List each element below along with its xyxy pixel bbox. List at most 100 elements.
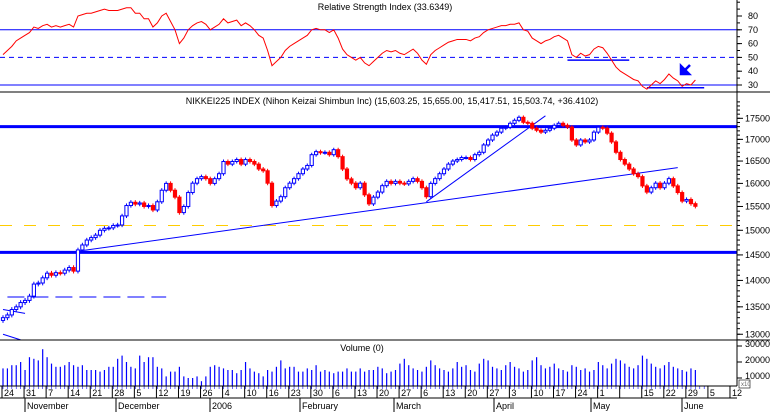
- candle-up: [477, 151, 482, 156]
- rsi-tick-label: 80: [748, 11, 758, 21]
- candle-down: [142, 202, 147, 207]
- volume-tick-label: 10000: [745, 371, 770, 381]
- candle-up: [331, 149, 336, 156]
- candle-up: [22, 299, 28, 304]
- candle-up: [221, 160, 226, 175]
- week-label: 13: [445, 388, 455, 398]
- week-label: 19: [180, 388, 190, 398]
- trendline: [426, 115, 546, 203]
- candle-down: [397, 180, 402, 184]
- candle-up: [53, 272, 59, 276]
- candle-up: [322, 151, 328, 154]
- candle-up: [155, 201, 160, 211]
- candle-up: [486, 139, 491, 146]
- month-label: November: [27, 401, 69, 411]
- candle-up: [428, 182, 433, 198]
- volume-title: Volume (0): [340, 343, 384, 353]
- candle-down: [521, 116, 526, 123]
- rsi-tick-label: 60: [748, 39, 758, 49]
- candle-down: [644, 185, 649, 193]
- candle-down: [569, 126, 574, 141]
- x-axis: 24 31 7 14 21 28 5 12 19 26 4 10 16 23 30 6 13 20 27 6 13 20 2…: [0, 386, 742, 412]
- candle-up: [547, 127, 552, 131]
- candle-down: [538, 129, 544, 133]
- candle-up: [653, 182, 658, 189]
- candle-down: [71, 267, 76, 272]
- week-label: 10: [533, 388, 543, 398]
- candle-up: [93, 234, 98, 239]
- price-tick-label: 14000: [745, 275, 770, 285]
- candle-up: [27, 295, 32, 301]
- candle-up: [80, 244, 85, 251]
- week-label: 27: [489, 388, 499, 398]
- candle-up: [115, 224, 120, 227]
- candle-down: [252, 160, 257, 165]
- candle-up: [102, 227, 107, 231]
- week-label: 13: [357, 388, 367, 398]
- candle-up: [649, 187, 654, 193]
- week-label: 28: [114, 388, 124, 398]
- candle-down: [605, 127, 610, 134]
- candle-up: [111, 224, 116, 229]
- candle-down: [203, 176, 208, 180]
- week-label: 17: [556, 388, 566, 398]
- candle-down: [239, 159, 244, 165]
- price-tick-label: 16500: [745, 156, 770, 166]
- trendline: [2, 333, 21, 341]
- volume-tick-label: 20000: [745, 355, 770, 365]
- rsi-line: [2, 7, 696, 90]
- candle-down: [177, 196, 182, 214]
- candle-down: [265, 170, 270, 184]
- candle-up: [375, 191, 380, 198]
- price-tick-label: 15000: [745, 225, 770, 235]
- candle-up: [441, 168, 447, 175]
- candle-down: [565, 124, 570, 128]
- week-label: 27: [401, 388, 411, 398]
- month-label: February: [302, 401, 339, 411]
- candle-up: [62, 269, 67, 274]
- candle-up: [278, 196, 283, 202]
- rsi-tick-label: 50: [748, 52, 758, 62]
- week-label: 14: [70, 388, 80, 398]
- week-label: 4: [225, 388, 230, 398]
- candle-down: [172, 189, 178, 198]
- candle-down: [362, 182, 367, 196]
- price-title: NIKKEI225 INDEX (Nihon Keizai Shimbun In…: [186, 96, 599, 106]
- candle-up: [128, 201, 133, 207]
- month-label: April: [496, 401, 514, 411]
- rsi-title: Relative Strength Index (33.6349): [318, 2, 453, 12]
- candle-down: [671, 178, 676, 187]
- rsi-panel: 30 40 50 60 70 80: [0, 1, 758, 93]
- week-label: 15: [644, 388, 654, 398]
- week-label: 20: [379, 388, 389, 398]
- price-tick-label: 14500: [745, 250, 770, 260]
- candle-up: [503, 126, 508, 129]
- candle-down: [150, 205, 156, 211]
- price-tick-label: 17500: [745, 113, 770, 123]
- candle-up: [305, 164, 310, 170]
- candle-down: [627, 163, 632, 170]
- month-label: May: [593, 401, 611, 411]
- candle-up: [274, 200, 279, 207]
- candle-up: [393, 180, 398, 184]
- candle-down: [340, 156, 345, 170]
- week-label: 7: [48, 388, 53, 398]
- candle-up: [89, 237, 94, 241]
- candle-up: [543, 129, 548, 133]
- rsi-tick-label: 70: [748, 25, 758, 35]
- candle-up: [216, 173, 222, 180]
- candle-up: [380, 185, 385, 193]
- candle-down: [622, 159, 627, 165]
- candle-up: [31, 283, 36, 297]
- price-tick-label: 13000: [745, 329, 770, 339]
- candle-down: [49, 272, 54, 276]
- candle-down: [675, 185, 680, 194]
- candle-down: [269, 182, 275, 207]
- price-panel: 13000 13500 14000 14500 15000 15500 16000 16500…: [0, 101, 770, 341]
- candle-down: [349, 178, 354, 184]
- candle-up: [587, 139, 592, 143]
- trendline: [2, 309, 26, 314]
- week-label: 12: [158, 388, 168, 398]
- candle-up: [5, 314, 10, 319]
- month-label: December: [118, 401, 160, 411]
